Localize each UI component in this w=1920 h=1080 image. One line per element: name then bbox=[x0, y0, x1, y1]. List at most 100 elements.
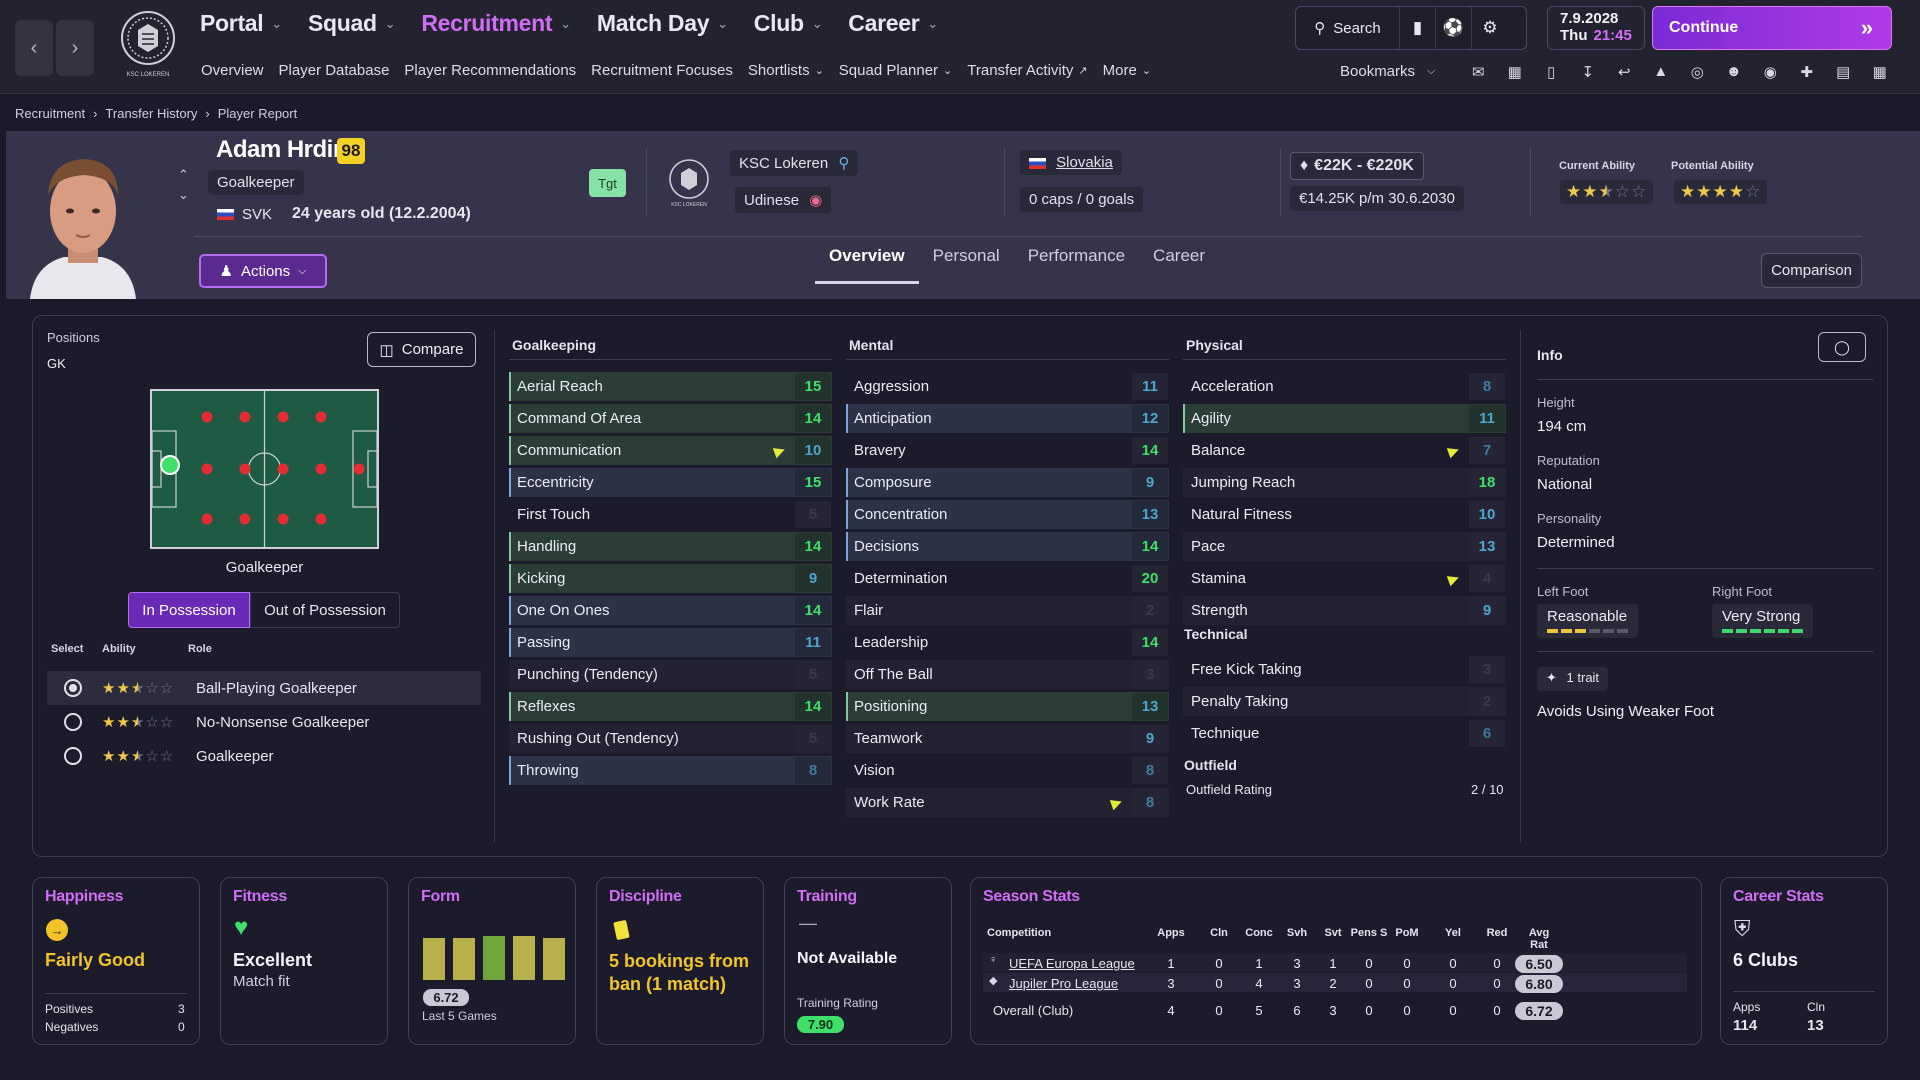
attribute-row-leadership[interactable]: Leadership 14 bbox=[846, 628, 1169, 657]
breadcrumb-transfer-history[interactable]: Transfer History bbox=[105, 106, 198, 121]
attribute-row-decisions[interactable]: Decisions 14 bbox=[846, 532, 1169, 561]
role-row[interactable]: ★★★☆☆ No-Nonsense Goalkeeper bbox=[47, 705, 481, 739]
role-radio[interactable] bbox=[64, 747, 82, 765]
in-possession-button[interactable]: In Possession bbox=[128, 592, 250, 628]
nav-club[interactable]: Club ⌄ bbox=[754, 10, 823, 37]
attribute-row-off-the-ball[interactable]: Off The Ball 3 bbox=[846, 660, 1169, 689]
attribute-row-natural-fitness[interactable]: Natural Fitness 10 bbox=[1183, 500, 1506, 529]
attribute-row-rushing-out-tendency-[interactable]: Rushing Out (Tendency) 5 bbox=[509, 724, 832, 753]
tab-career[interactable]: Career bbox=[1153, 246, 1206, 265]
subnav-more[interactable]: More ⌄ bbox=[1103, 62, 1151, 79]
settings-button[interactable]: ⚙ bbox=[1472, 7, 1508, 49]
bookmarks-dropdown[interactable]: Bookmarks ⌵ bbox=[1340, 63, 1435, 80]
subnav-player-recommendations[interactable]: Player Recommendations bbox=[404, 62, 576, 79]
attribute-row-vision[interactable]: Vision 8 bbox=[846, 756, 1169, 785]
attribute-row-throwing[interactable]: Throwing 8 bbox=[509, 756, 832, 785]
subnav-shortlists[interactable]: Shortlists ⌄ bbox=[748, 62, 824, 79]
subnav-squad-planner[interactable]: Squad Planner ⌄ bbox=[839, 62, 952, 79]
attribute-row-technique[interactable]: Technique 6 bbox=[1183, 719, 1506, 748]
search-button[interactable]: ⚲ Search bbox=[1296, 7, 1400, 49]
inbox-button[interactable]: ▮ bbox=[1400, 7, 1436, 49]
attribute-row-free-kick-taking[interactable]: Free Kick Taking 3 bbox=[1183, 655, 1506, 684]
role-radio[interactable] bbox=[64, 713, 82, 731]
loan-club-link[interactable]: Udinese ◉ bbox=[735, 187, 832, 213]
attribute-row-aerial-reach[interactable]: Aerial Reach 15 bbox=[509, 372, 832, 401]
attribute-row-bravery[interactable]: Bravery 14 bbox=[846, 436, 1169, 465]
actions-button[interactable]: ♟ Actions ⌵ bbox=[199, 254, 327, 288]
comparison-button[interactable]: Comparison bbox=[1761, 253, 1862, 288]
tactics-board-icon[interactable]: ▯ bbox=[1547, 64, 1556, 81]
attribute-row-penalty-taking[interactable]: Penalty Taking 2 bbox=[1183, 687, 1506, 716]
club-crest-logo[interactable]: KSC LOKEREN bbox=[116, 8, 180, 84]
info-settings-button[interactable]: ◯ bbox=[1818, 332, 1866, 362]
target-icon[interactable]: ◎ bbox=[1690, 64, 1704, 81]
attribute-row-flair[interactable]: Flair 2 bbox=[846, 596, 1169, 625]
attribute-row-aggression[interactable]: Aggression 11 bbox=[846, 372, 1169, 401]
attribute-row-acceleration[interactable]: Acceleration 8 bbox=[1183, 372, 1506, 401]
attribute-row-concentration[interactable]: Concentration 13 bbox=[846, 500, 1169, 529]
role-row[interactable]: ★★★☆☆ Ball-Playing Goalkeeper bbox=[47, 671, 481, 705]
role-radio[interactable] bbox=[64, 679, 82, 697]
target-badge[interactable]: Tgt bbox=[589, 169, 626, 197]
attribute-row-jumping-reach[interactable]: Jumping Reach 18 bbox=[1183, 468, 1506, 497]
download-icon[interactable]: ↧ bbox=[1581, 64, 1595, 81]
role-row[interactable]: ★★★☆☆ Goalkeeper bbox=[47, 739, 481, 773]
chevron-down-icon[interactable]: ⌄ bbox=[178, 187, 189, 202]
attribute-row-communication[interactable]: Communication ▶ 10 bbox=[509, 436, 832, 465]
club-crest-small[interactable]: KSC LOKEREN bbox=[666, 156, 712, 212]
training-card[interactable]: Training — Not Available Training Rating… bbox=[784, 877, 952, 1045]
calendar-icon[interactable]: ▦ bbox=[1507, 64, 1522, 81]
match-ball-button[interactable]: ⚽ bbox=[1436, 7, 1472, 49]
back-arrow-icon[interactable]: ‹ bbox=[15, 20, 53, 76]
boot-icon[interactable]: ↩ bbox=[1617, 64, 1631, 81]
nav-career[interactable]: Career ⌄ bbox=[848, 10, 938, 37]
group-icon[interactable]: ☻ bbox=[1725, 63, 1742, 80]
attribute-row-one-on-ones[interactable]: One On Ones 14 bbox=[509, 596, 832, 625]
out-of-possession-button[interactable]: Out of Possession bbox=[250, 592, 400, 628]
attribute-row-kicking[interactable]: Kicking 9 bbox=[509, 564, 832, 593]
continue-button[interactable]: Continue » bbox=[1652, 6, 1892, 50]
attribute-row-stamina[interactable]: Stamina ▶ 4 bbox=[1183, 564, 1506, 593]
attribute-row-passing[interactable]: Passing 11 bbox=[509, 628, 832, 657]
attribute-row-first-touch[interactable]: First Touch 5 bbox=[509, 500, 832, 529]
attribute-row-balance[interactable]: Balance ▶ 7 bbox=[1183, 436, 1506, 465]
transfer-value[interactable]: ♦ €22K - €220K bbox=[1290, 152, 1424, 180]
nation-link[interactable]: Slovakia bbox=[1020, 150, 1122, 175]
attribute-row-handling[interactable]: Handling 14 bbox=[509, 532, 832, 561]
attribute-row-command-of-area[interactable]: Command Of Area 14 bbox=[509, 404, 832, 433]
breadcrumb-recruitment[interactable]: Recruitment bbox=[15, 106, 86, 121]
nav-recruitment[interactable]: Recruitment ⌄ bbox=[421, 10, 571, 37]
attribute-row-agility[interactable]: Agility 11 bbox=[1183, 404, 1506, 433]
career-stats-card[interactable]: Career Stats ⛨ 6 Clubs Apps 114 Cln 13 bbox=[1720, 877, 1888, 1045]
tab-personal[interactable]: Personal bbox=[932, 246, 1000, 265]
competition-name[interactable]: UEFA Europa League bbox=[1009, 956, 1135, 971]
chevron-up-icon[interactable]: ⌃ bbox=[178, 167, 189, 182]
attribute-row-determination[interactable]: Determination 20 bbox=[846, 564, 1169, 593]
subnav-player-database[interactable]: Player Database bbox=[279, 62, 390, 79]
attribute-row-strength[interactable]: Strength 9 bbox=[1183, 596, 1506, 625]
traits-chip[interactable]: ✦ 1 trait bbox=[1537, 667, 1609, 691]
happiness-card[interactable]: Happiness → Fairly Good Positives 3 Nega… bbox=[32, 877, 200, 1045]
attribute-row-positioning[interactable]: Positioning 13 bbox=[846, 692, 1169, 721]
table-row[interactable] bbox=[983, 953, 1687, 972]
chat-icon[interactable]: ✉ bbox=[1471, 64, 1485, 81]
nav-squad[interactable]: Squad ⌄ bbox=[308, 10, 396, 37]
shirt-icon[interactable]: ▲ bbox=[1653, 63, 1669, 80]
attribute-row-anticipation[interactable]: Anticipation 12 bbox=[846, 404, 1169, 433]
attribute-row-punching-tendency-[interactable]: Punching (Tendency) 5 bbox=[509, 660, 832, 689]
attribute-row-composure[interactable]: Composure 9 bbox=[846, 468, 1169, 497]
table-row[interactable] bbox=[983, 973, 1687, 992]
form-card[interactable]: Form 6.72 Last 5 Games bbox=[408, 877, 576, 1045]
attribute-row-reflexes[interactable]: Reflexes 14 bbox=[509, 692, 832, 721]
schedule-icon[interactable]: ▦ bbox=[1872, 64, 1887, 81]
club-link[interactable]: KSC Lokeren ⚲ bbox=[730, 150, 859, 176]
nav-portal[interactable]: Portal ⌄ bbox=[200, 10, 282, 37]
globe-icon[interactable]: ◉ bbox=[1763, 64, 1777, 81]
game-date-box[interactable]: 7.9.2028 Thu 21:45 bbox=[1547, 6, 1645, 50]
competition-name[interactable]: Jupiler Pro League bbox=[1009, 976, 1119, 991]
attribute-row-teamwork[interactable]: Teamwork 9 bbox=[846, 724, 1169, 753]
document-icon[interactable]: ▤ bbox=[1836, 64, 1851, 81]
compare-button[interactable]: ◫ Compare bbox=[367, 332, 476, 367]
subnav-recruitment-focuses[interactable]: Recruitment Focuses bbox=[591, 62, 733, 79]
tab-overview[interactable]: Overview bbox=[815, 246, 919, 284]
